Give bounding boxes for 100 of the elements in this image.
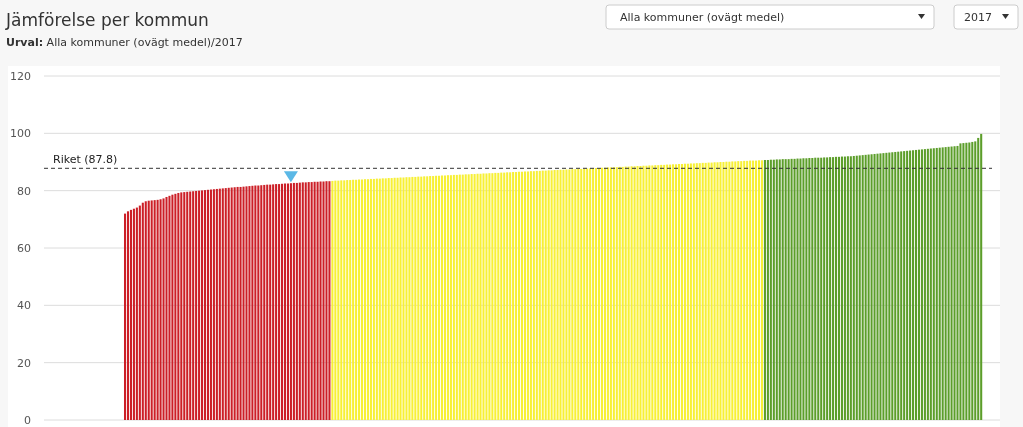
bar <box>375 178 378 420</box>
bar <box>218 188 221 420</box>
bar <box>698 163 701 420</box>
bar <box>523 171 526 420</box>
bar <box>971 141 974 420</box>
bar <box>914 149 918 420</box>
bar <box>135 207 138 420</box>
bar <box>562 169 565 420</box>
bar <box>372 178 375 420</box>
bar <box>722 162 725 420</box>
bar <box>731 161 734 420</box>
bar <box>467 174 470 420</box>
bar <box>402 177 405 420</box>
bar <box>586 168 589 420</box>
bar <box>301 182 304 420</box>
bar <box>405 177 408 420</box>
bar <box>793 158 796 420</box>
bar <box>571 169 574 420</box>
bar <box>920 149 923 420</box>
bar <box>440 175 444 420</box>
y-tick-label: 80 <box>17 184 31 198</box>
bar <box>600 167 604 420</box>
bar <box>882 153 885 420</box>
bar <box>538 170 541 420</box>
bar <box>325 181 328 420</box>
bar <box>452 174 455 420</box>
bar <box>710 162 713 420</box>
bar <box>390 178 393 420</box>
bar <box>227 187 230 420</box>
bar <box>612 167 615 420</box>
bar <box>849 156 852 420</box>
bar <box>716 162 719 420</box>
bar <box>648 165 651 420</box>
bar <box>559 169 562 420</box>
bar <box>740 161 743 420</box>
bar <box>980 133 983 420</box>
bar <box>917 149 921 420</box>
bar <box>260 185 263 420</box>
bar <box>666 164 669 420</box>
bar <box>645 165 648 420</box>
bar <box>363 179 367 420</box>
bar <box>177 192 180 420</box>
bar <box>651 165 654 420</box>
bar <box>944 147 947 420</box>
bar <box>245 186 248 420</box>
bar <box>482 173 485 420</box>
bar <box>615 167 618 420</box>
bar <box>518 171 521 420</box>
bar <box>126 211 130 420</box>
bar <box>322 181 325 420</box>
bar <box>239 186 242 420</box>
y-tick-label: 0 <box>24 414 31 427</box>
bar <box>215 188 218 420</box>
bar <box>876 153 879 420</box>
bar <box>743 160 746 420</box>
bar <box>689 163 692 420</box>
bar <box>349 180 352 420</box>
bar <box>574 169 577 420</box>
bar <box>757 160 761 420</box>
bar <box>832 157 835 420</box>
y-tick-label: 120 <box>10 70 31 83</box>
chart-subtitle: Urval: Alla kommuner (ovägt medel)/2017 <box>6 36 243 49</box>
bar <box>319 181 322 420</box>
bar <box>550 170 553 420</box>
bar <box>174 193 177 420</box>
bar <box>621 166 624 420</box>
bar <box>278 184 281 420</box>
bar <box>630 166 633 420</box>
text: Alla kommuner (ovägt medel) <box>620 11 785 24</box>
bar <box>894 151 897 420</box>
bar <box>609 167 612 420</box>
bar <box>663 164 666 420</box>
bar <box>123 213 127 420</box>
bar <box>209 189 212 420</box>
bar <box>399 177 402 420</box>
bar <box>766 159 769 420</box>
bar <box>861 155 864 420</box>
bar <box>144 201 147 420</box>
bar <box>438 175 441 420</box>
bar <box>352 179 355 420</box>
bar <box>396 177 399 420</box>
bar <box>183 192 186 420</box>
bar <box>295 182 298 420</box>
bar <box>968 142 971 420</box>
y-tick-label: 60 <box>17 242 31 255</box>
bar <box>977 137 980 420</box>
bar <box>162 198 165 420</box>
bar <box>138 205 141 420</box>
bar <box>769 159 772 420</box>
bar <box>790 158 793 420</box>
bar <box>547 170 550 420</box>
bar <box>195 190 198 420</box>
bar <box>787 159 790 420</box>
bar <box>799 158 802 420</box>
bar <box>802 158 805 420</box>
bar <box>965 142 968 420</box>
bar <box>432 176 435 420</box>
bar <box>346 180 349 420</box>
bar <box>132 208 135 420</box>
bar <box>411 176 414 420</box>
